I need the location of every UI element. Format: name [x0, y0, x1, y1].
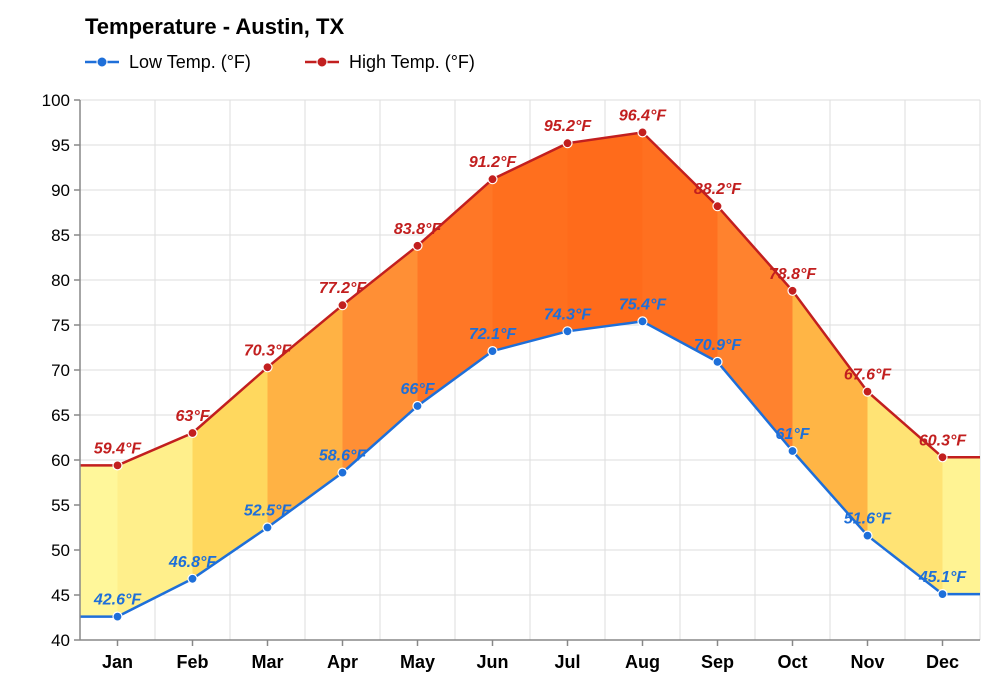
- y-tick-label: 70: [51, 361, 70, 380]
- high-label: 59.4°F: [94, 440, 143, 457]
- high-label: 91.2°F: [469, 154, 518, 171]
- temperature-chart: 59.4°F 42.6°F 63°F 46.8°F 70.3°F 52.5°F 77.2°F…: [0, 0, 1000, 700]
- y-tick-label: 40: [51, 631, 70, 650]
- x-tick-label: Jul: [554, 652, 580, 672]
- low-label: 52.5°F: [244, 503, 293, 520]
- y-tick-label: 80: [51, 271, 70, 290]
- legend-label: High Temp. (°F): [349, 52, 475, 72]
- y-tick-label: 65: [51, 406, 70, 425]
- legend: Low Temp. (°F) High Temp. (°F): [85, 52, 475, 72]
- y-tick-label: 50: [51, 541, 70, 560]
- low-label: 74.3°F: [544, 306, 593, 323]
- y-tick-label: 95: [51, 136, 70, 155]
- high-label: 88.2°F: [694, 181, 743, 198]
- y-tick-label: 55: [51, 496, 70, 515]
- low-label: 46.8°F: [168, 554, 218, 571]
- x-tick-label: Jun: [476, 652, 508, 672]
- high-label: 78.8°F: [769, 266, 818, 283]
- low-label: 72.1°F: [469, 326, 518, 343]
- x-tick-label: Jan: [102, 652, 133, 672]
- low-label: 66°F: [401, 381, 436, 398]
- low-label: 45.1°F: [918, 569, 968, 586]
- y-tick-label: 75: [51, 316, 70, 335]
- x-tick-label: Apr: [327, 652, 358, 672]
- high-label: 77.2°F: [319, 280, 368, 297]
- x-tick-label: Dec: [926, 652, 959, 672]
- y-tick-label: 45: [51, 586, 70, 605]
- high-label: 83.8°F: [394, 221, 443, 238]
- low-label: 51.6°F: [844, 511, 893, 528]
- low-label: 58.6°F: [319, 448, 368, 465]
- high-label: 63°F: [176, 408, 211, 425]
- low-label: 61°F: [776, 426, 811, 443]
- low-label: 42.6°F: [93, 592, 143, 609]
- high-label: 67.6°F: [844, 367, 893, 384]
- x-tick-label: May: [400, 652, 435, 672]
- high-label: 95.2°F: [544, 118, 593, 135]
- x-tick-label: Sep: [701, 652, 734, 672]
- x-tick-label: Feb: [176, 652, 208, 672]
- x-tick-label: Mar: [251, 652, 283, 672]
- chart-title: Temperature - Austin, TX: [85, 14, 344, 39]
- high-label: 60.3°F: [919, 432, 968, 449]
- y-tick-label: 60: [51, 451, 70, 470]
- legend-label: Low Temp. (°F): [129, 52, 251, 72]
- x-tick-label: Nov: [850, 652, 884, 672]
- y-tick-label: 100: [42, 91, 70, 110]
- high-label: 96.4°F: [619, 107, 668, 124]
- y-tick-label: 85: [51, 226, 70, 245]
- low-label: 70.9°F: [694, 337, 743, 354]
- low-label: 75.4°F: [619, 296, 668, 313]
- chart-svg: 59.4°F 42.6°F 63°F 46.8°F 70.3°F 52.5°F 77.2°F…: [0, 0, 1000, 700]
- high-label: 70.3°F: [244, 342, 293, 359]
- x-tick-label: Aug: [625, 652, 660, 672]
- x-tick-label: Oct: [777, 652, 807, 672]
- y-tick-label: 90: [51, 181, 70, 200]
